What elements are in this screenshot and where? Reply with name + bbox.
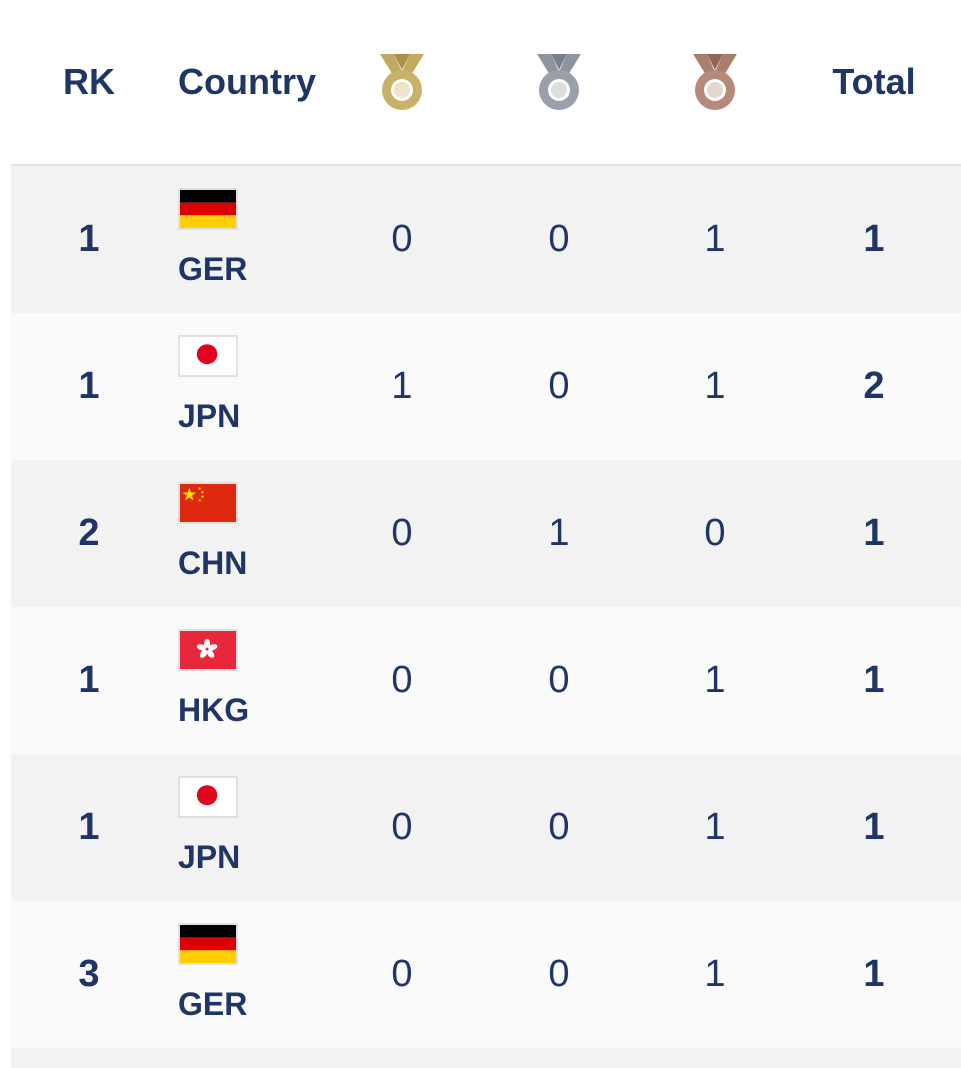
- germany-flag-icon: [178, 923, 238, 965]
- germany-flag-icon: [178, 188, 238, 230]
- table-row[interactable]: 1 JPN 0 0 1 1: [11, 754, 961, 901]
- total-count: 1: [863, 659, 885, 701]
- japan-flag-icon: [178, 776, 238, 818]
- table-row[interactable]: 1 GER 0 0 1 1: [11, 166, 961, 313]
- gold-count: 0: [391, 218, 413, 260]
- table-row[interactable]: 3 GER 0 0 1 1: [11, 901, 961, 1048]
- gold-medal-icon: [374, 50, 430, 114]
- bronze-count: 1: [704, 806, 726, 848]
- rank-cell: 1: [78, 218, 100, 260]
- total-column-header[interactable]: Total: [832, 61, 916, 102]
- table-row[interactable]: 1 JPN 1 0 1 2: [11, 313, 961, 460]
- country-cell: JPN: [178, 313, 318, 460]
- gold-count: 1: [391, 365, 413, 407]
- rank-cell: 3: [78, 953, 100, 995]
- silver-count: 0: [548, 953, 570, 995]
- bronze-count: 0: [704, 512, 726, 554]
- bronze-column-header[interactable]: [637, 0, 793, 164]
- country-code: GER: [178, 986, 248, 1022]
- total-count: 1: [863, 218, 885, 260]
- japan-flag-icon: [178, 335, 238, 377]
- total-count: 1: [863, 512, 885, 554]
- bronze-count: 1: [704, 659, 726, 701]
- bronze-count: 1: [704, 953, 726, 995]
- rank-cell: 1: [78, 365, 100, 407]
- rank-cell: 1: [78, 659, 100, 701]
- rank-column-header[interactable]: RK: [63, 61, 115, 102]
- rank-cell: 1: [78, 806, 100, 848]
- bronze-medal-icon: [687, 50, 743, 114]
- next-row-partial: [11, 1048, 961, 1068]
- silver-count: 0: [548, 806, 570, 848]
- country-cell: HKG: [178, 607, 318, 754]
- total-count: 1: [863, 806, 885, 848]
- gold-count: 0: [391, 953, 413, 995]
- rank-cell: 2: [78, 512, 100, 554]
- gold-count: 0: [391, 512, 413, 554]
- gold-column-header[interactable]: [324, 0, 480, 164]
- table-row[interactable]: 2 CHN 0 1 0 1: [11, 460, 961, 607]
- table-header: RK Country: [11, 0, 961, 166]
- silver-count: 0: [548, 659, 570, 701]
- bronze-count: 1: [704, 218, 726, 260]
- gold-count: 0: [391, 806, 413, 848]
- country-cell: JPN: [178, 754, 318, 901]
- silver-count: 0: [548, 218, 570, 260]
- medal-table: RK Country: [11, 0, 961, 1068]
- country-code: HKG: [178, 692, 250, 728]
- silver-count: 0: [548, 365, 570, 407]
- table-row[interactable]: 1 HKG 0 0 1 1: [11, 607, 961, 754]
- silver-column-header[interactable]: [481, 0, 637, 164]
- gold-count: 0: [391, 659, 413, 701]
- country-cell: GER: [178, 901, 318, 1048]
- country-cell: GER: [178, 166, 318, 313]
- china-flag-icon: [178, 482, 238, 524]
- country-cell: CHN: [178, 460, 318, 607]
- total-count: 2: [863, 365, 885, 407]
- country-code: JPN: [178, 398, 241, 434]
- country-code: GER: [178, 251, 248, 287]
- silver-medal-icon: [531, 50, 587, 114]
- bronze-count: 1: [704, 365, 726, 407]
- hong-kong-flag-icon: [178, 629, 238, 671]
- country-code: CHN: [178, 545, 248, 581]
- country-column-header[interactable]: Country: [178, 61, 316, 102]
- country-code: JPN: [178, 839, 241, 875]
- silver-count: 1: [548, 512, 570, 554]
- total-count: 1: [863, 953, 885, 995]
